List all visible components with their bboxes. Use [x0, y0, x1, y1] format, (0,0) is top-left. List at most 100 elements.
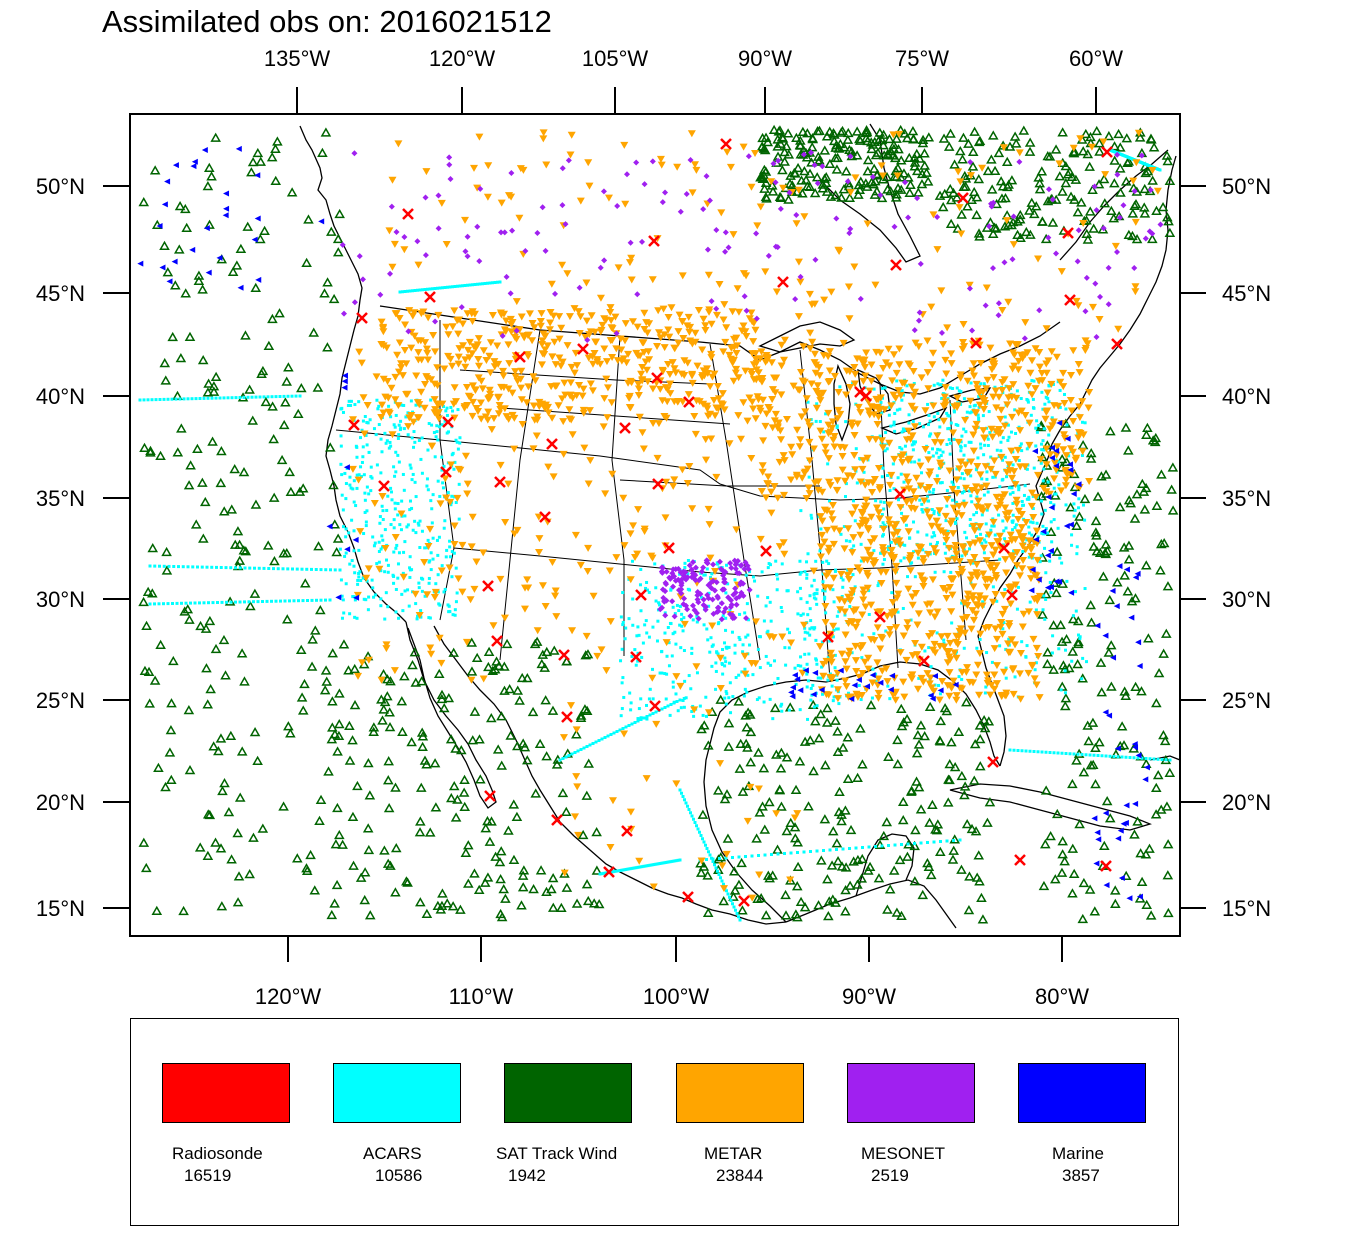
acars-marker [624, 626, 628, 630]
metar-marker [387, 384, 396, 392]
metar-marker [399, 573, 408, 581]
metar-marker [660, 344, 669, 352]
metar-marker [461, 216, 470, 224]
sat-wind-marker [285, 486, 297, 497]
acars-marker [1001, 477, 1005, 481]
sat-wind-marker [326, 226, 337, 236]
sat-wind-marker [352, 780, 363, 791]
metar-marker [867, 361, 876, 369]
acars-marker [926, 495, 930, 499]
acars-marker [998, 557, 1002, 561]
acars-marker [952, 839, 955, 842]
metar-marker [860, 363, 869, 371]
central-america-coast [785, 879, 957, 929]
metar-marker [954, 168, 963, 176]
metar-marker [885, 520, 894, 528]
metar-marker [907, 675, 916, 683]
metar-marker [611, 313, 620, 321]
sat-wind-marker [952, 223, 964, 233]
metar-marker [927, 684, 936, 692]
metar-marker [379, 375, 388, 383]
metar-marker [495, 401, 504, 409]
acars-marker [686, 558, 690, 562]
acars-marker [436, 479, 440, 483]
acars-marker [892, 487, 896, 491]
acars-marker [430, 521, 434, 525]
metar-marker [549, 312, 558, 320]
acars-marker [353, 615, 357, 619]
metar-marker [462, 383, 471, 391]
sat-wind-marker [182, 604, 194, 614]
sat-wind-marker [155, 450, 166, 460]
metar-marker [468, 382, 477, 390]
sat-wind-marker [166, 698, 177, 708]
sat-wind-marker [309, 885, 321, 895]
metar-marker [863, 546, 872, 554]
acars-marker [445, 413, 449, 417]
acars-marker [393, 501, 397, 505]
acars-marker [964, 430, 968, 434]
sat-wind-marker [505, 730, 516, 740]
metar-marker [477, 415, 486, 423]
sat-wind-marker [467, 735, 479, 745]
metar-marker [565, 415, 574, 423]
sat-wind-marker [276, 454, 288, 465]
acars-marker [453, 608, 457, 612]
metar-marker [1081, 337, 1090, 345]
metar-marker [522, 399, 531, 407]
metar-marker [941, 384, 950, 392]
sat-wind-marker [752, 893, 763, 904]
acars-marker [435, 538, 439, 542]
metar-marker [717, 209, 726, 217]
metar-marker [1011, 456, 1020, 464]
metar-marker [640, 527, 649, 535]
sat-wind-marker [332, 233, 344, 244]
sat-wind-marker [1080, 128, 1092, 139]
sat-wind-marker [1048, 620, 1059, 630]
left-axis-label: 50°N [36, 174, 85, 199]
acars-marker [801, 612, 805, 616]
acars-marker [979, 382, 983, 386]
sat-wind-marker [1090, 742, 1101, 753]
metar-marker [587, 312, 596, 320]
acars-marker [779, 704, 783, 708]
acars-marker [970, 500, 974, 504]
metar-marker [437, 659, 446, 667]
metar-marker [1041, 415, 1050, 423]
sat-wind-marker [256, 368, 267, 379]
metar-marker [537, 361, 546, 369]
sat-wind-marker [199, 496, 211, 507]
acars-marker [370, 578, 374, 582]
acars-marker [1020, 749, 1024, 753]
acars-marker [837, 610, 841, 614]
sat-wind-marker [840, 906, 851, 916]
acars-marker [379, 437, 383, 441]
metar-marker [964, 595, 973, 603]
metar-marker [584, 544, 593, 552]
acars-marker [937, 455, 941, 459]
acars-marker [645, 717, 649, 721]
acars-marker [1077, 497, 1081, 501]
metar-marker [454, 330, 463, 338]
acars-marker [588, 743, 592, 747]
sat-wind-marker [496, 760, 508, 770]
metar-marker [741, 670, 750, 678]
metar-marker [972, 561, 981, 569]
metar-marker [450, 541, 459, 549]
sat-wind-marker [1033, 172, 1044, 182]
acars-marker [381, 518, 385, 522]
sat-wind-marker [484, 836, 496, 846]
metar-marker [1024, 382, 1033, 390]
metar-marker [708, 622, 717, 630]
acars-marker [664, 697, 668, 701]
metar-marker [1059, 431, 1068, 439]
acars-marker [1043, 617, 1047, 621]
metar-marker [409, 418, 418, 426]
acars-marker [705, 627, 709, 631]
metar-marker [663, 386, 672, 394]
metar-marker [554, 402, 563, 410]
acars-marker [621, 676, 625, 680]
metar-marker [675, 311, 684, 319]
sat-wind-marker [334, 688, 345, 698]
acars-marker [403, 514, 407, 518]
